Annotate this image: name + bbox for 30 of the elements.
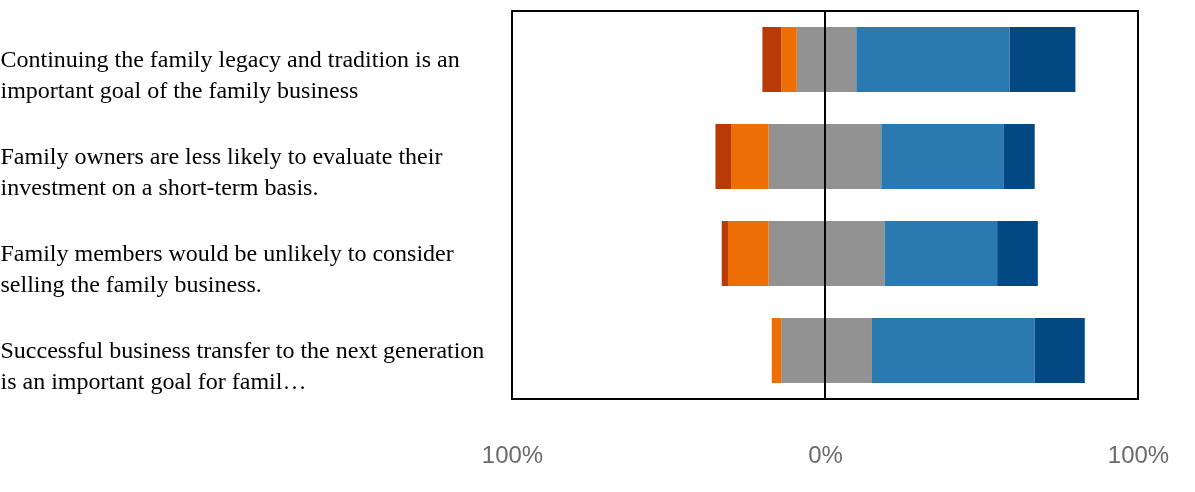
bar (796, 27, 825, 92)
bar (771, 318, 782, 383)
bar (825, 124, 882, 189)
bar (768, 221, 825, 286)
bar (731, 124, 769, 189)
bar (715, 124, 732, 189)
bar (781, 318, 825, 383)
bar (781, 27, 797, 92)
bar (1009, 27, 1076, 92)
bar (721, 221, 728, 286)
bar (762, 27, 782, 92)
bar (825, 318, 872, 383)
bar (1034, 318, 1085, 383)
bar (768, 124, 825, 189)
y-tick-label: Family owners are less likely to evaluate their investment on a short-term basis. (0, 142, 443, 200)
bar (825, 221, 885, 286)
bar (871, 318, 1035, 383)
bar (825, 27, 857, 92)
bar (856, 27, 1010, 92)
bar (881, 124, 1004, 189)
bar (1003, 124, 1035, 189)
y-tick-label: Continuing the family legacy and tradition is an important goal of the family business (0, 45, 460, 103)
bar (884, 221, 998, 286)
bar (997, 221, 1038, 286)
bar (727, 221, 769, 286)
y-tick-label: Successful business transfer to the next generation is an important goal for famil… (0, 336, 485, 394)
x-tick-label: 100% (481, 440, 544, 468)
x-tick-label: 0% (808, 440, 843, 468)
x-tick-label: 100% (1107, 440, 1170, 468)
y-tick-label: Family members would be unlikely to consider selling the family business. (0, 239, 454, 297)
